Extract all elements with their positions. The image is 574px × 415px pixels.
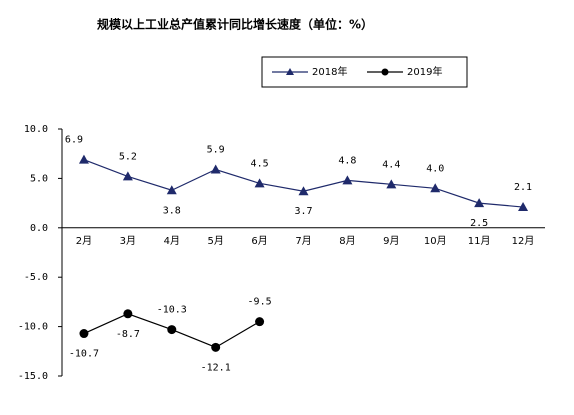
x-tick-label: 9月 [383, 235, 399, 247]
x-tick-label: 3月 [120, 235, 136, 247]
marker [342, 175, 353, 185]
data-label: -8.7 [116, 329, 140, 340]
data-label: 2.1 [514, 182, 532, 193]
data-label: 4.4 [382, 159, 400, 170]
x-tick-label: 8月 [339, 235, 355, 247]
data-label: 4.8 [338, 155, 356, 166]
legend-label: 2019年 [407, 65, 442, 78]
marker [518, 202, 529, 212]
series-line [83, 159, 524, 208]
y-tick-label: 5.0 [30, 173, 48, 184]
marker [211, 342, 221, 352]
legend-marker [286, 68, 294, 75]
data-label: 3.8 [163, 205, 181, 216]
marker [474, 198, 485, 208]
data-label: 5.9 [207, 145, 225, 156]
y-tick-label: -15.0 [18, 371, 48, 382]
legend-box [261, 56, 468, 88]
marker [210, 164, 221, 174]
x-tick-label: 10月 [424, 235, 447, 247]
legend-marker [381, 68, 389, 76]
marker [255, 317, 265, 327]
data-label: 6.9 [65, 135, 83, 146]
marker [123, 309, 133, 319]
marker [298, 186, 309, 196]
marker [386, 179, 397, 189]
legend-label: 2018年 [312, 65, 347, 78]
x-tick-label: 2月 [76, 235, 92, 247]
marker [78, 154, 89, 164]
data-label: -10.3 [157, 305, 187, 316]
x-tick-label: 7月 [295, 235, 311, 247]
data-label: 5.2 [119, 151, 137, 162]
data-label: -10.7 [69, 349, 99, 360]
data-label: 4.0 [426, 163, 444, 174]
marker [430, 183, 441, 193]
chart-title: 规模以上工业总产值累计同比增长速度（单位：%） [97, 17, 373, 32]
marker [254, 178, 265, 188]
y-tick-label: -5.0 [24, 272, 48, 283]
x-tick-label: 12月 [512, 235, 535, 247]
marker [79, 329, 89, 339]
marker [167, 325, 177, 335]
data-label: -9.5 [248, 297, 272, 308]
y-tick-label: 10.0 [24, 124, 48, 135]
y-tick-label: 0.0 [30, 223, 48, 234]
marker [122, 171, 133, 181]
data-label: 2.5 [470, 218, 488, 229]
data-label: 3.7 [294, 206, 312, 217]
x-tick-label: 11月 [468, 235, 491, 247]
data-label: -12.1 [201, 362, 231, 373]
marker [166, 185, 177, 195]
x-tick-label: 4月 [164, 235, 180, 247]
y-tick-label: -10.0 [18, 322, 48, 333]
data-label: 4.5 [251, 158, 269, 169]
x-tick-label: 6月 [251, 235, 267, 247]
x-tick-label: 5月 [207, 235, 223, 247]
